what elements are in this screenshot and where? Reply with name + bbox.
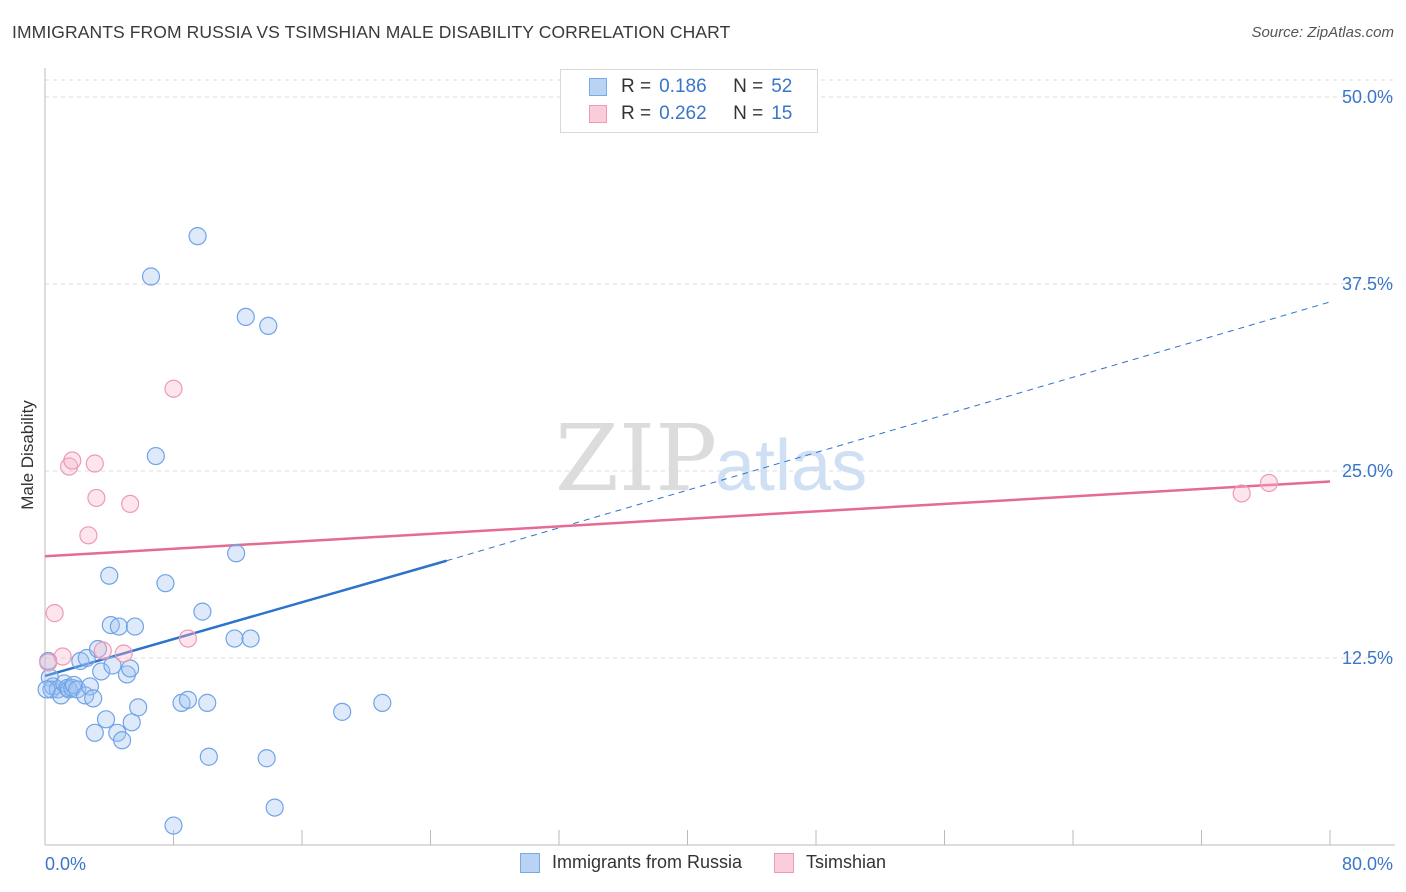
y-tick-label: 25.0%	[1342, 461, 1393, 481]
point-russia	[109, 617, 128, 636]
point-russia	[265, 798, 284, 817]
point-tsimshian	[45, 604, 64, 623]
point-russia	[100, 566, 119, 585]
point-russia	[121, 659, 140, 678]
point-russia	[259, 316, 278, 335]
x-tick-label: 80.0%	[1342, 854, 1393, 874]
stats-legend: R = 0.186 N = 52 R = 0.262 N = 15	[560, 69, 818, 133]
point-russia	[227, 544, 246, 563]
series-legend: Immigrants from Russia Tsimshian	[0, 852, 1406, 873]
legend-r-value: 0.262	[659, 103, 707, 124]
point-russia	[85, 723, 104, 742]
point-russia	[225, 629, 244, 648]
legend-n-label: N =	[733, 76, 764, 97]
legend-swatch-blue	[519, 852, 540, 873]
point-russia	[164, 816, 183, 835]
point-russia	[188, 227, 207, 246]
point-russia	[129, 698, 148, 717]
point-russia	[178, 690, 198, 709]
y-tick-label: 50.0%	[1342, 87, 1393, 107]
point-russia	[37, 680, 56, 699]
point-russia	[156, 574, 175, 593]
legend-r-value: 0.186	[659, 76, 707, 97]
point-tsimshian	[85, 454, 104, 473]
legend-n-label: N =	[733, 103, 764, 124]
point-tsimshian	[1259, 473, 1279, 493]
point-russia	[198, 693, 217, 712]
legend-row-russia: R = 0.186 N = 52	[589, 76, 792, 98]
point-tsimshian	[63, 451, 82, 470]
point-russia	[241, 629, 260, 648]
point-russia	[80, 677, 100, 696]
legend-swatch-pink	[774, 852, 794, 873]
y-tick-label: 12.5%	[1342, 648, 1393, 668]
legend-r-label: R =	[621, 103, 652, 124]
point-russia	[122, 713, 141, 732]
chart-title: IMMIGRANTS FROM RUSSIA VS TSIMSHIAN MALE…	[12, 22, 731, 42]
legend-r-label: R =	[621, 76, 652, 97]
legend-item-tsimshian[interactable]: Tsimshian	[774, 852, 886, 873]
watermark-atlas: atlas	[715, 426, 867, 506]
legend-n-value: 15	[771, 103, 793, 124]
point-russia	[92, 662, 111, 681]
tick-labels: 12.5% 25.0% 37.5% 50.0% 0.0% 80.0%	[45, 87, 1393, 874]
legend-label-russia: Immigrants from Russia	[551, 852, 742, 872]
legend-row-tsimshian: R = 0.262 N = 15	[589, 103, 792, 125]
point-russia	[257, 749, 276, 768]
trend-line-tsimshian	[44, 480, 1331, 558]
point-russia	[125, 617, 145, 636]
point-russia	[236, 307, 255, 327]
source-label: Source: ZipAtlas.com	[1251, 24, 1394, 41]
point-russia	[112, 731, 132, 750]
point-tsimshian	[164, 379, 183, 398]
watermark-zip: ZIP	[555, 405, 717, 512]
point-tsimshian	[79, 526, 98, 545]
data-points	[37, 227, 1279, 835]
point-tsimshian	[93, 641, 112, 660]
point-russia	[96, 710, 116, 729]
point-russia	[141, 267, 161, 286]
y-tick-label: 37.5%	[1342, 274, 1393, 294]
point-tsimshian	[1232, 484, 1251, 503]
point-russia	[193, 602, 212, 621]
legend-swatch-pink	[589, 105, 607, 123]
legend-label-tsimshian: Tsimshian	[806, 852, 887, 872]
point-russia	[199, 747, 218, 766]
legend-n-value: 52	[771, 76, 793, 97]
point-tsimshian	[121, 494, 140, 514]
legend-item-russia[interactable]: Immigrants from Russia	[519, 852, 742, 873]
point-tsimshian	[178, 629, 198, 648]
point-russia	[84, 689, 103, 708]
point-russia	[333, 702, 352, 721]
point-tsimshian	[114, 644, 133, 663]
legend-swatch-blue	[589, 78, 607, 96]
gridlines	[45, 79, 1395, 659]
point-tsimshian	[53, 647, 72, 666]
x-tick-label: 0.0%	[45, 854, 86, 874]
point-russia	[103, 656, 122, 675]
point-russia	[146, 446, 165, 466]
point-tsimshian	[87, 488, 106, 508]
point-russia	[373, 693, 392, 712]
axes	[44, 68, 1395, 846]
